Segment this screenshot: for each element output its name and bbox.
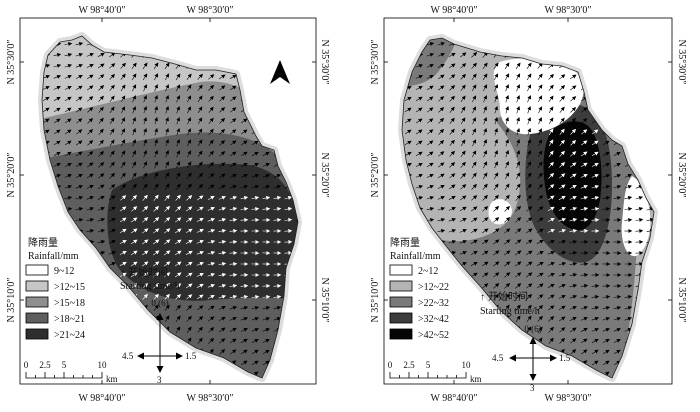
legend-label: 2~12	[418, 266, 438, 277]
start-time-south: 3	[530, 383, 535, 393]
legend-left: 降雨量 Rainfall/mm 9~12 >12~15 >15~18 >18~21 >2…	[25, 236, 85, 341]
coord-top-1: W 98°40′0″	[78, 5, 125, 16]
coord-right-2: N 35°20′0″	[676, 152, 687, 197]
north-arrow-icon	[270, 60, 290, 84]
legend-swatch	[389, 312, 413, 324]
coord-right-3: N 35°10′0″	[676, 277, 687, 322]
coord-right-3: N 35°10′0″	[319, 277, 330, 322]
legend-swatch	[389, 328, 413, 340]
start-time-west: 4.5	[122, 351, 134, 361]
watershed-boundary-left	[41, 35, 299, 379]
start-time-arrow-icon: ↑	[120, 268, 125, 279]
coord-left-2: N 35°20′0″	[6, 152, 17, 197]
scale-tick-2: 5	[426, 360, 431, 370]
legend-title-en: Rainfall/mm	[28, 251, 79, 262]
legend-label: >32~42	[418, 314, 449, 325]
start-time-title-cn: 开始时间	[488, 290, 528, 303]
legend-label: >42~52	[418, 330, 449, 341]
scale-bar-right: 0 2.5 5 10 km	[388, 360, 482, 384]
map-frame-right	[383, 17, 673, 385]
start-time-south: 3	[157, 375, 162, 385]
start-time-north: 0 (6)	[524, 324, 541, 334]
coord-left-1: N 35°30′0″	[6, 39, 17, 84]
coord-right-1: N 35°30′0″	[676, 39, 687, 84]
legend-swatch	[25, 328, 49, 340]
map-panel-right: W 98°40′0″ W 98°30′0″ W 98°40′0″ W 98°30…	[350, 0, 700, 412]
scale-tick-1: 2.5	[403, 360, 415, 370]
scale-tick-1: 2.5	[39, 360, 51, 370]
start-time-north: 0 (6)	[151, 298, 168, 308]
legend-label: >21~24	[54, 330, 85, 341]
scale-tick-3: 10	[98, 360, 108, 370]
legend-label: >12~15	[54, 282, 85, 293]
scale-tick-0: 0	[388, 360, 393, 370]
coord-right-1: N 35°30′0″	[319, 39, 330, 84]
start-time-east: 1.5	[185, 351, 197, 361]
scale-bar-left: 0 2.5 5 10 km	[24, 360, 118, 384]
map-panel-left: W 98°40′0″ W 98°30′0″ W 98°40′0″ W 98°30…	[6, 5, 330, 404]
map-left-svg: W 98°40′0″ W 98°30′0″ W 98°40′0″ W 98°30…	[6, 5, 330, 404]
legend-swatch	[25, 296, 49, 308]
coord-top-1: W 98°40′0″	[430, 5, 477, 16]
frame-ticks-right	[384, 18, 672, 384]
legend-title-en: Rainfall/mm	[390, 251, 441, 262]
coord-right-2: N 35°20′0″	[319, 152, 330, 197]
start-time-east: 1.5	[559, 353, 571, 363]
coord-top-2: W 98°30′0″	[186, 5, 233, 16]
coord-bottom-1: W 98°40′0″	[430, 393, 477, 404]
start-time-compass-right: ↑ 开始时间 Starting time/h 0 (6) 4.5 1.5 3	[480, 290, 571, 393]
legend-label: >15~18	[54, 298, 85, 309]
legend-label: >12~22	[418, 282, 449, 293]
scale-tick-2: 5	[62, 360, 67, 370]
start-time-west: 4.5	[492, 353, 504, 363]
frame-ticks-left	[20, 18, 316, 384]
coord-bottom-2: W 98°30′0″	[186, 393, 233, 404]
rainfall-zones-right	[402, 38, 654, 378]
coord-left-3: N 35°10′0″	[6, 277, 17, 322]
start-time-title-en: Starting time/h	[120, 281, 180, 292]
legend-swatch	[389, 280, 413, 292]
watershed-boundary-right	[401, 37, 655, 379]
coord-left-3: N 35°10′0″	[370, 277, 381, 322]
legend-title-cn: 降雨量	[28, 236, 58, 249]
legend-swatch	[25, 280, 49, 292]
legend-label: >18~21	[54, 314, 85, 325]
legend-swatch	[25, 312, 49, 324]
legend-swatch	[25, 264, 49, 276]
legend-swatch	[389, 296, 413, 308]
start-time-title-cn: 开始时间	[128, 266, 168, 279]
coord-top-2: W 98°30′0″	[544, 5, 591, 16]
start-time-title-en: Starting time/h	[480, 306, 540, 317]
scale-tick-3: 10	[462, 360, 472, 370]
coord-left-1: N 35°30′0″	[370, 39, 381, 84]
coord-bottom-2: W 98°30′0″	[544, 393, 591, 404]
map-right-svg: W 98°40′0″ W 98°30′0″ W 98°40′0″ W 98°30…	[370, 5, 687, 404]
legend-label: >22~32	[418, 298, 449, 309]
scale-tick-0: 0	[24, 360, 29, 370]
start-time-compass-left: ↑ 开始时间 Starting time/h 0 (6) 4.5 1.5 3	[120, 266, 197, 385]
start-time-arrow-icon: ↑	[480, 292, 485, 303]
legend-right: 降雨量 Rainfall/mm 2~12 >12~22 >22~32 >32~42 >4…	[389, 236, 449, 341]
coord-bottom-1: W 98°40′0″	[78, 393, 125, 404]
legend-title-cn: 降雨量	[390, 236, 420, 249]
map-frame-left	[19, 17, 317, 385]
legend-label: 9~12	[54, 266, 74, 277]
scale-unit: km	[470, 374, 482, 384]
coord-left-2: N 35°20′0″	[370, 152, 381, 197]
legend-swatch	[389, 264, 413, 276]
scale-unit: km	[106, 374, 118, 384]
